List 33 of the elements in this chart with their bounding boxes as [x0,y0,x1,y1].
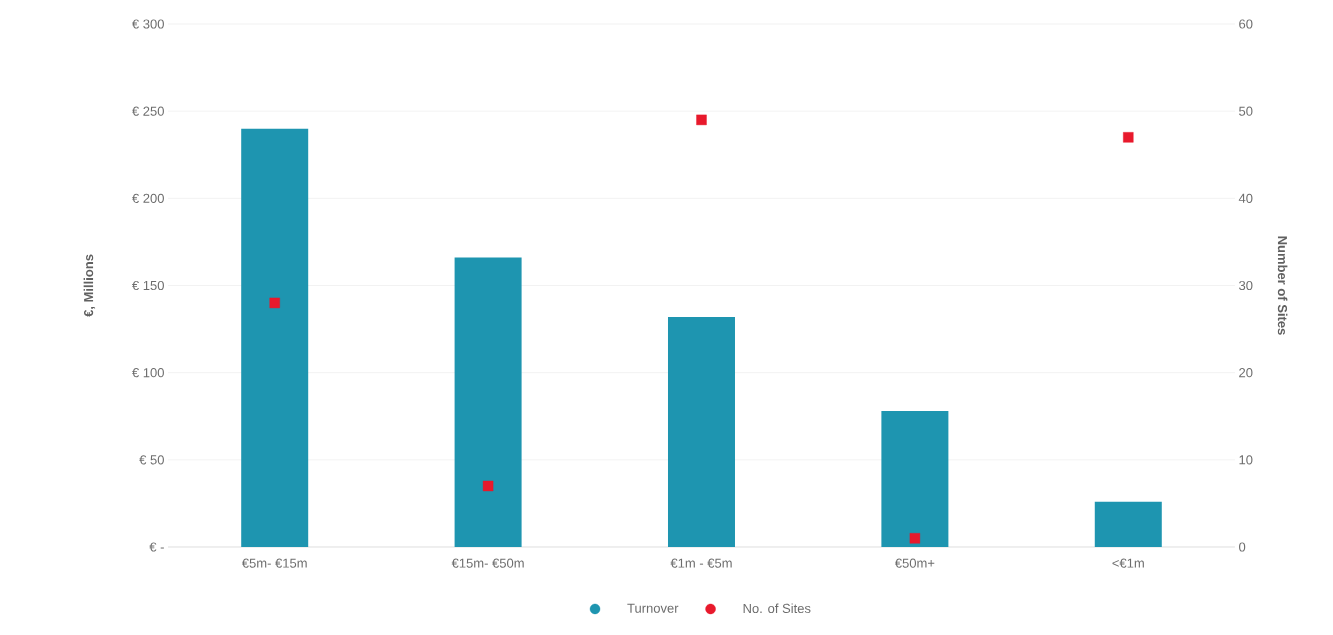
y2-tick-label: 40 [1238,193,1253,203]
y2-tick-label: 20 [1239,368,1253,378]
point [269,297,280,309]
y-tick-label: € 300 [132,19,164,29]
y-axis-title: €, Millions [83,254,96,317]
x-tick-label: €50m+ [894,558,935,568]
legend-label: No. of Sites [743,603,811,614]
y2-tick-label: 60 [1239,19,1253,29]
y-tick-label: € 200 [132,193,164,203]
y-tick-label: € 150 [132,280,164,291]
bar [881,411,949,547]
y2-tick-label: 10 [1239,455,1253,465]
bar [1094,501,1162,547]
x-tick-label: €5m- €15m [241,558,307,568]
y2-axis-title: Number of Sites [1277,236,1288,335]
y-tick-label: € - [149,542,164,552]
x-tick-label: €15m- €50m [451,558,524,568]
point [482,480,494,492]
y2-tick-label: 30 [1239,280,1253,291]
point [909,533,921,544]
x-tick-label: €1m - €5m [670,558,732,568]
y2-tick-label: 50 [1239,106,1253,116]
point [696,114,707,126]
y-tick-label: € 250 [132,106,164,116]
legend-label: Turnover [627,603,679,613]
y2-tick-label: 0 [1239,542,1246,552]
y-tick-label: € 50 [139,455,164,465]
bar [241,128,309,547]
y-tick-label: € 100 [132,368,164,378]
bar [454,257,522,547]
x-tick-label: <€1m [1112,558,1144,568]
bar [667,316,735,547]
point [1123,132,1134,143]
